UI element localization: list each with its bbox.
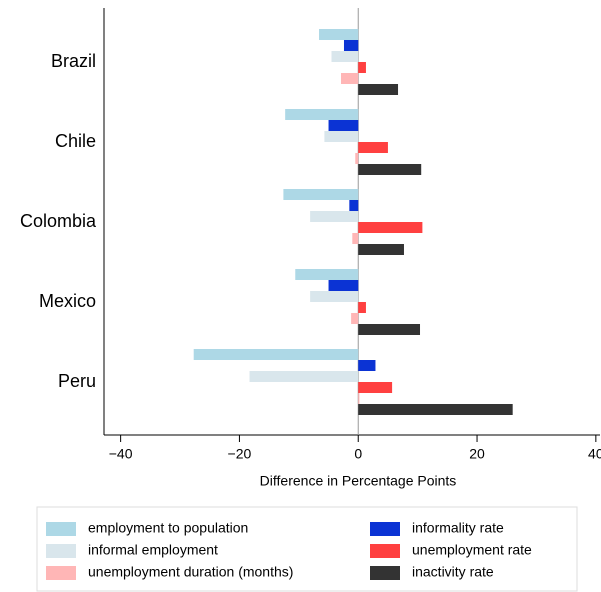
bar [310, 211, 359, 222]
legend-label: inactivity rate [412, 564, 494, 580]
bar [283, 189, 359, 200]
x-tick-label: 0 [354, 446, 362, 462]
category-label: Peru [58, 371, 96, 391]
category-label: Brazil [51, 51, 96, 71]
bar [343, 40, 359, 51]
legend-label: informal employment [88, 542, 218, 558]
bar [331, 51, 359, 62]
bar [341, 73, 359, 84]
bar [352, 233, 359, 244]
category-label: Chile [55, 131, 96, 151]
bar [249, 371, 359, 382]
legend-swatch [46, 566, 76, 580]
bar [358, 222, 423, 233]
bar [358, 244, 404, 255]
bar [358, 382, 393, 393]
legend-box [36, 506, 578, 592]
x-tick-label: −40 [109, 446, 133, 462]
legend-label: unemployment rate [412, 542, 532, 558]
legend-label: informality rate [412, 520, 504, 536]
category-label: Colombia [20, 211, 97, 231]
bar [358, 84, 399, 95]
bar [358, 393, 360, 404]
bar [358, 302, 366, 313]
legend-swatch [46, 522, 76, 536]
bar [328, 280, 359, 291]
bar [351, 313, 359, 324]
bar [295, 269, 359, 280]
bar [328, 120, 359, 131]
legend-swatch [370, 544, 400, 558]
bar [193, 349, 359, 360]
bar [355, 153, 359, 164]
bar [358, 404, 513, 415]
bar [324, 131, 359, 142]
legend-label: unemployment duration (months) [88, 564, 293, 580]
legend-label: employment to population [88, 520, 248, 536]
legend-swatch [46, 544, 76, 558]
bar [358, 62, 366, 73]
bar [358, 164, 422, 175]
bar [358, 142, 388, 153]
bar [349, 200, 359, 211]
x-tick-label: 40 [588, 446, 601, 462]
legend-swatch [370, 522, 400, 536]
x-tick-label: −20 [228, 446, 252, 462]
x-axis-label: Difference in Percentage Points [260, 473, 457, 489]
bar [319, 29, 359, 40]
bar [358, 360, 376, 371]
bar [358, 324, 421, 335]
category-label: Mexico [39, 291, 96, 311]
bar [285, 109, 359, 120]
legend-swatch [370, 566, 400, 580]
x-tick-label: 20 [469, 446, 485, 462]
bar [310, 291, 359, 302]
